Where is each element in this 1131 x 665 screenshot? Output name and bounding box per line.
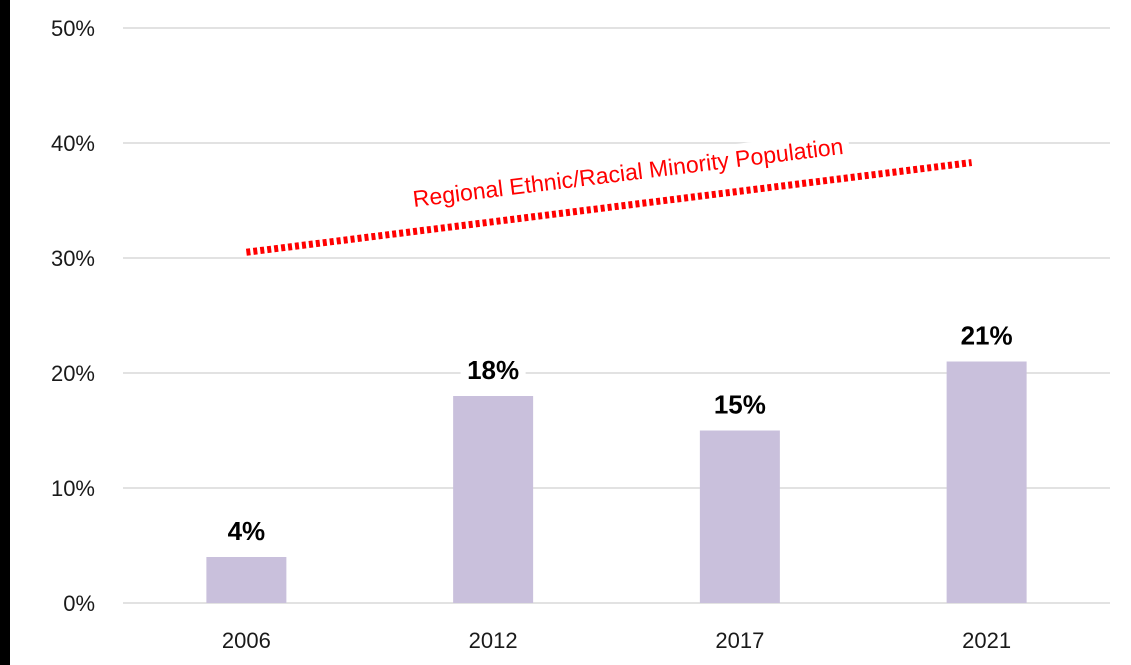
trend-line — [245, 159, 973, 256]
trend-label: Regional Ethnic/Racial Minority Populati… — [411, 133, 844, 212]
y-axis-tick-labels: 0% 10% 20% 30% 40% 50% — [51, 16, 95, 616]
data-label-background — [222, 512, 271, 548]
data-label: 21% — [961, 321, 1013, 351]
x-tick-label: 2012 — [469, 628, 518, 653]
trend-label-background — [405, 130, 851, 215]
gridlines — [123, 27, 1110, 604]
x-tick-label: 2021 — [962, 628, 1011, 653]
y-tick-label: 0% — [63, 591, 95, 616]
data-labels: 4% 18% 15% 21% — [222, 316, 1020, 548]
y-tick-label: 20% — [51, 361, 95, 386]
y-tick-label: 40% — [51, 131, 95, 156]
data-label-background — [707, 385, 773, 422]
bar — [699, 430, 780, 603]
trend-annotation: Regional Ethnic/Racial Minority Populati… — [245, 130, 973, 256]
y-tick-label: 30% — [51, 246, 95, 271]
bar — [206, 557, 287, 603]
x-tick-label: 2017 — [715, 628, 764, 653]
data-label-background — [954, 316, 1020, 353]
data-label: 15% — [714, 390, 766, 420]
data-label-background — [460, 351, 526, 387]
bar — [946, 361, 1027, 603]
y-tick-label: 50% — [51, 16, 95, 41]
y-tick-label: 10% — [51, 476, 95, 501]
data-label: 18% — [467, 355, 519, 385]
data-label: 4% — [228, 516, 266, 546]
x-axis-tick-labels: 2006 2012 2017 2021 — [222, 628, 1011, 653]
bars — [206, 361, 1027, 603]
chart-frame — [10, 0, 1131, 665]
bar — [453, 396, 534, 603]
x-tick-label: 2006 — [222, 628, 271, 653]
